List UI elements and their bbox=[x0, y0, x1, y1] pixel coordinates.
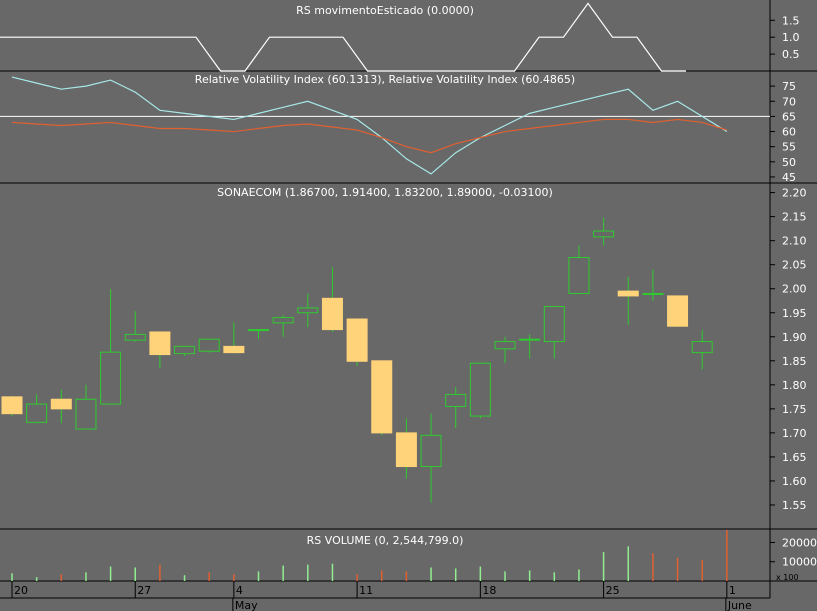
candle-up bbox=[420, 434, 442, 468]
volume-panel: 20000 10000 x 100 bbox=[11, 529, 817, 582]
rvi-tick-label: 75 bbox=[782, 80, 796, 93]
x-day-label: 4 bbox=[236, 584, 243, 597]
candle-up bbox=[297, 307, 319, 314]
candle-up bbox=[174, 345, 196, 355]
rs-tick-label: 1.0 bbox=[782, 31, 800, 44]
candle-up bbox=[100, 351, 122, 405]
rs-tick-label: 1.5 bbox=[782, 14, 800, 27]
price-tick-label: 1.55 bbox=[782, 499, 807, 512]
price-tick-label: 1.80 bbox=[782, 379, 807, 392]
volume-unit-label: x 100 bbox=[776, 573, 799, 582]
rvi-fast-line bbox=[11, 76, 728, 175]
price-tick-label: 1.90 bbox=[782, 331, 807, 344]
price-tick-label: 1.60 bbox=[782, 475, 807, 488]
candle-up bbox=[543, 306, 565, 343]
price-tick-label: 2.15 bbox=[782, 211, 807, 224]
candle-up bbox=[642, 293, 664, 296]
price-tick-label: 2.05 bbox=[782, 259, 807, 272]
candle-up bbox=[26, 403, 48, 423]
price-tick-label: 2.00 bbox=[782, 283, 807, 296]
x-day-label: 25 bbox=[606, 584, 620, 597]
candle-up bbox=[198, 338, 220, 352]
price-tick-label: 2.10 bbox=[782, 235, 807, 248]
volume-tick-label: 10000 bbox=[782, 556, 817, 569]
rvi-slow-line bbox=[11, 118, 728, 154]
candle-up bbox=[445, 393, 467, 407]
x-day-label: 11 bbox=[359, 584, 373, 597]
candle-down bbox=[50, 398, 72, 410]
price-panel: 2.20 2.15 2.10 2.05 2.00 1.95 1.90 1.85 1.80 1.75… bbox=[1, 187, 807, 512]
candle-up bbox=[75, 398, 97, 430]
candle-up bbox=[248, 329, 269, 332]
rvi-tick-label: 70 bbox=[782, 95, 796, 108]
x-axis: 20 27 4 11 18 25 1 May June bbox=[11, 581, 752, 611]
candle-down bbox=[346, 318, 368, 362]
candle-down bbox=[395, 432, 417, 468]
rvi-tick-label: 45 bbox=[782, 171, 796, 184]
price-tick-label: 1.65 bbox=[782, 451, 807, 464]
rvi-tick-label: 55 bbox=[782, 141, 796, 154]
candle-up bbox=[519, 338, 541, 341]
x-month-label: May bbox=[235, 599, 258, 611]
candle-up bbox=[124, 333, 146, 341]
candle-down bbox=[1, 396, 23, 415]
x-day-label: 20 bbox=[14, 584, 28, 597]
candle-down bbox=[667, 295, 689, 327]
rs-panel: 1.5 1.0 0.5 bbox=[0, 2, 800, 72]
price-tick-label: 1.85 bbox=[782, 355, 807, 368]
candle-up bbox=[568, 256, 590, 295]
candle-up bbox=[272, 317, 294, 324]
rs-tick-label: 0.5 bbox=[782, 48, 800, 61]
volume-panel-title: RS VOLUME (0, 2,544,799.0) bbox=[307, 534, 464, 547]
rvi-tick-label: 60 bbox=[782, 126, 796, 139]
rvi-tick-label: 65 bbox=[782, 110, 796, 123]
rvi-panel: 75 70 65 60 55 50 45 bbox=[0, 76, 796, 184]
rvi-panel-title: Relative Volatility Index (60.1313), Rel… bbox=[195, 73, 575, 86]
candle-up bbox=[691, 341, 713, 354]
price-tick-label: 1.75 bbox=[782, 403, 807, 416]
x-day-label: 27 bbox=[137, 584, 151, 597]
price-tick-label: 2.20 bbox=[782, 187, 807, 200]
x-day-label: 1 bbox=[729, 584, 736, 597]
rs-panel-title: RS movimentoEsticado (0.0000) bbox=[296, 4, 474, 17]
candle-up bbox=[494, 341, 516, 350]
rvi-tick-label: 50 bbox=[782, 156, 796, 169]
candle-up bbox=[593, 230, 615, 238]
volume-tick-label: 20000 bbox=[782, 536, 817, 549]
candle-up bbox=[469, 362, 491, 417]
candle-down bbox=[321, 297, 343, 331]
candle-down bbox=[371, 360, 393, 434]
candle-down bbox=[223, 345, 245, 354]
price-panel-title: SONAECOM (1.86700, 1.91400, 1.83200, 1.8… bbox=[217, 186, 553, 199]
x-month-label: June bbox=[727, 599, 752, 611]
price-tick-label: 1.95 bbox=[782, 307, 807, 320]
candle-down bbox=[617, 290, 639, 297]
rs-series-line bbox=[0, 2, 686, 72]
x-day-label: 18 bbox=[482, 584, 496, 597]
price-tick-label: 1.70 bbox=[782, 427, 807, 440]
candle-down bbox=[149, 331, 171, 356]
